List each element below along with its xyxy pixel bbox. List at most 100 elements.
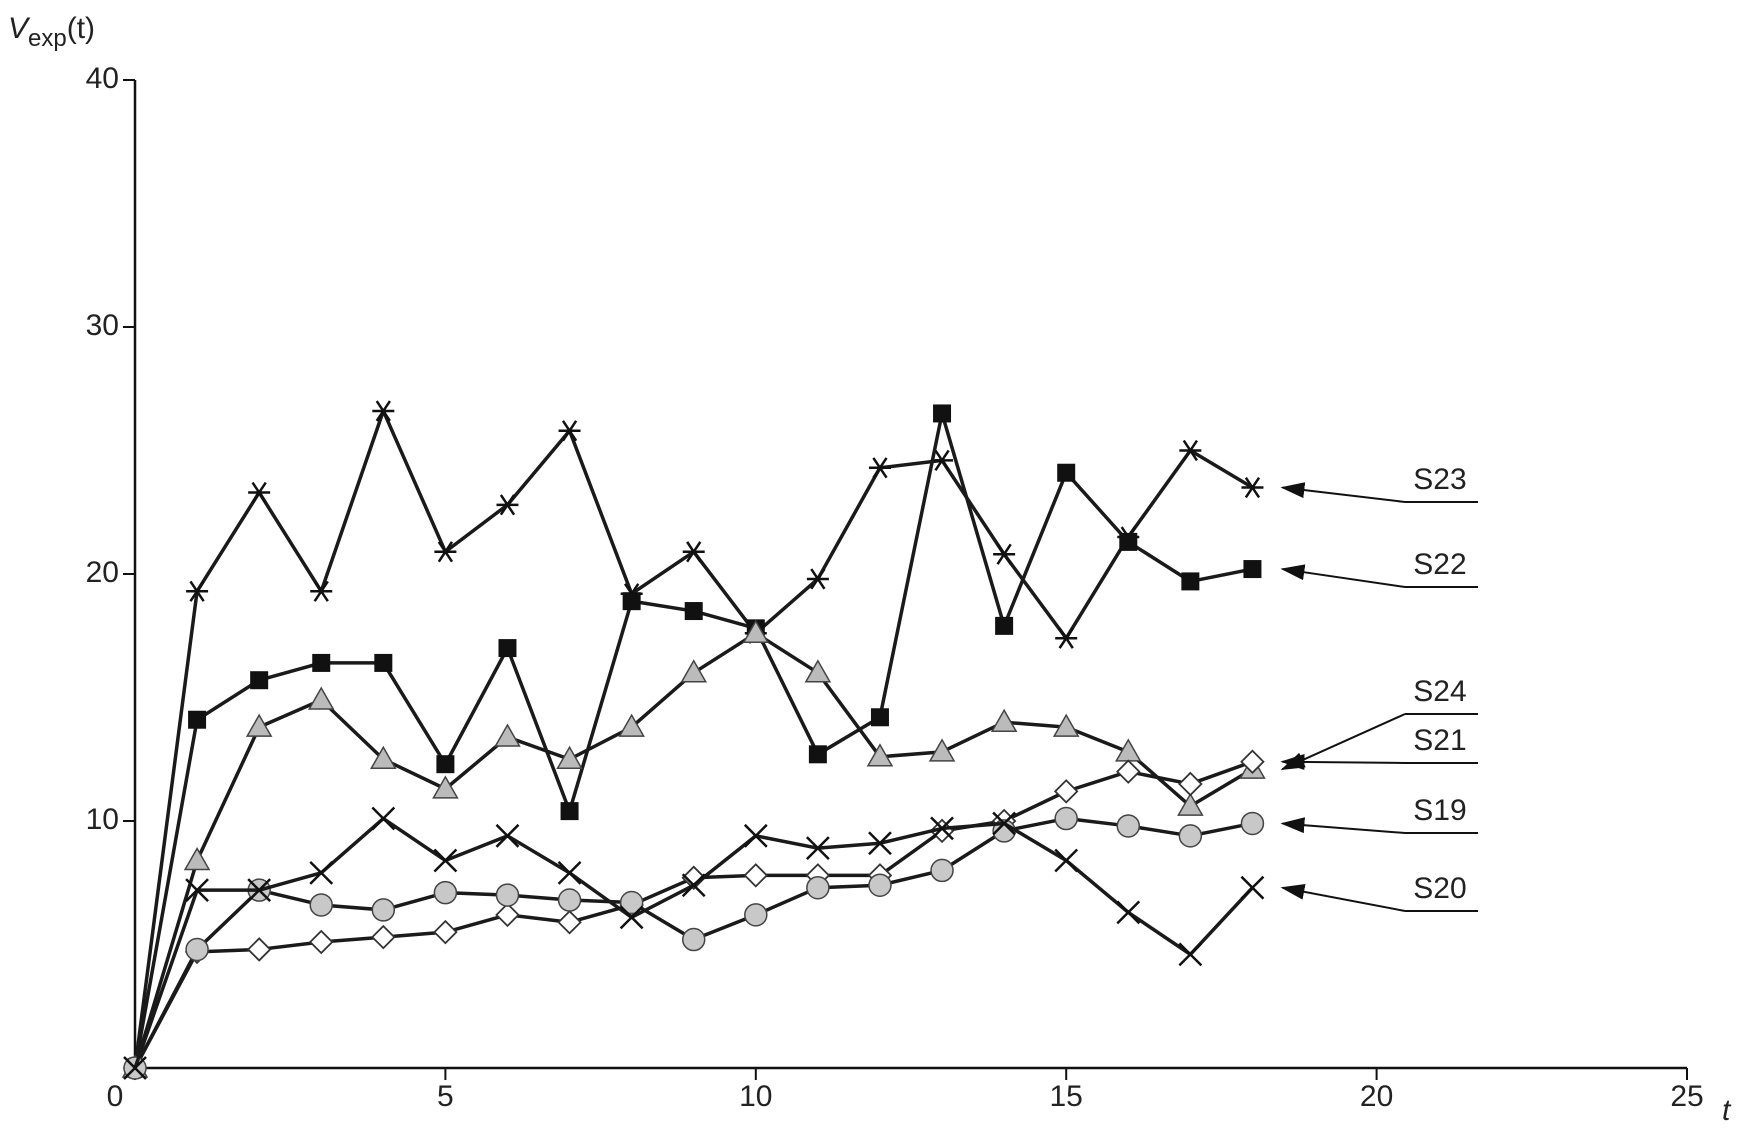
y-tick-label: 20 [86,556,119,589]
marker [1241,476,1264,499]
marker [993,543,1016,565]
marker [183,847,211,871]
marker [1116,814,1141,838]
marker [619,905,644,930]
series [121,619,1266,1078]
marker [309,860,334,885]
marker [1055,627,1078,649]
marker [556,745,583,769]
x-tick-label: 5 [437,1080,454,1113]
marker [1179,439,1202,462]
series [126,404,1262,1077]
marker [1052,713,1080,737]
x-tick-label: 0 [107,1080,124,1113]
marker [309,893,333,917]
marker [1240,875,1265,900]
marker [1240,749,1265,774]
label-arrow [1280,713,1406,771]
marker [246,937,272,962]
marker [1053,779,1079,804]
marker [123,1056,147,1080]
label-arrow [1280,817,1406,834]
marker [870,708,889,727]
marker [558,420,581,442]
marker [1178,942,1203,967]
marker [1116,759,1141,784]
marker [681,927,706,952]
marker [186,580,209,602]
marker [680,659,708,683]
label-arrow [1280,564,1406,588]
marker [743,823,768,848]
legend-label: S22 [1413,548,1466,581]
marker [1054,806,1078,831]
marker [806,568,829,590]
marker [990,708,1018,732]
x-tick-label: 10 [739,1080,772,1113]
marker [930,858,954,883]
marker [1057,463,1076,482]
y-tick-label: 30 [86,309,119,342]
marker [371,806,396,831]
marker [1119,532,1138,551]
label-arrow [1280,883,1406,912]
marker [866,743,894,767]
x-axis-label: t [1722,1094,1732,1127]
marker [681,865,706,891]
marker [312,653,331,672]
marker [432,775,459,799]
legend-label: S19 [1413,794,1466,827]
marker [1243,560,1262,579]
label-arrow [1280,482,1406,503]
marker [930,816,954,841]
marker [928,738,956,762]
series-line [133,411,1253,1069]
marker [185,937,209,962]
marker [1178,771,1203,797]
marker [560,802,579,821]
marker [618,713,645,737]
marker [433,919,458,945]
marker [245,713,273,737]
marker [681,873,706,898]
marker [495,823,520,848]
x-tick-label: 20 [1360,1080,1393,1113]
marker [495,902,520,928]
marker [619,890,644,915]
marker [433,848,458,873]
legend-label: S20 [1413,872,1466,905]
marker [743,863,769,888]
marker [1116,900,1141,925]
marker [1054,848,1079,873]
marker [494,723,521,747]
series-line [133,760,1254,1069]
marker [682,541,705,563]
marker [622,592,641,611]
marker [808,745,827,764]
series [123,806,1265,1080]
marker [308,929,334,955]
series [122,749,1265,1081]
marker [868,831,892,856]
marker [371,898,396,922]
marker [931,449,954,471]
series [123,806,1265,1080]
marker [250,671,269,690]
marker [188,710,207,729]
x-tick-label: 25 [1670,1080,1703,1113]
marker [434,541,457,563]
marker [742,619,770,644]
marker [495,883,520,907]
y-tick-label: 10 [86,803,119,836]
marker [805,836,830,861]
marker [744,903,768,927]
marker [557,860,582,885]
marker [374,653,393,672]
legend-label: S24 [1413,675,1466,708]
series-line [133,409,1254,1069]
x-tick-label: 15 [1050,1080,1083,1113]
series-line [133,631,1254,1069]
marker [433,880,458,905]
marker [436,755,455,774]
